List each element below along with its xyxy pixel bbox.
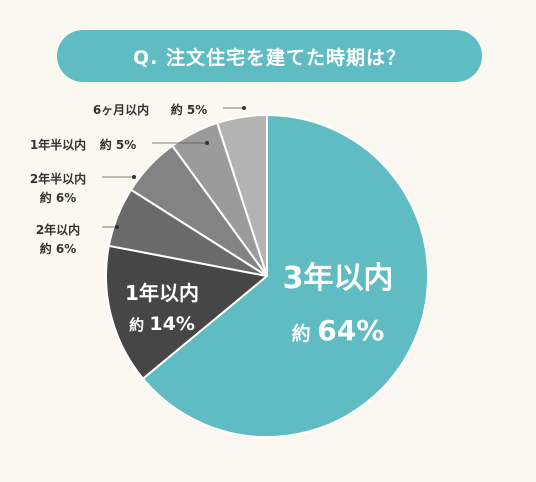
slice-value-label: 約 14% xyxy=(129,313,195,335)
leader-dot xyxy=(115,225,119,229)
chart-title: Q. 注文住宅を建てた時期は？ xyxy=(57,30,482,82)
chart-title-text: Q. 注文住宅を建てた時期は？ xyxy=(133,46,406,69)
slice-label: 6ヶ月以内 xyxy=(93,102,149,117)
pie-slice xyxy=(104,244,268,380)
slice-label: 1年以内 xyxy=(125,281,199,305)
slice-label: 2年半以内 xyxy=(30,171,86,186)
slice-value-label: 約 6% xyxy=(40,190,77,205)
leader-dot xyxy=(205,141,209,145)
slice-label: 3年以内 xyxy=(283,261,394,296)
slice-value-label: 約 6% xyxy=(40,241,77,256)
pie-slice xyxy=(216,114,268,277)
slice-label: 2年以内 xyxy=(36,222,80,237)
leader-dot xyxy=(242,106,246,110)
slice-value-label: 約 5% xyxy=(100,137,137,152)
leader-dot xyxy=(132,175,136,179)
slice-value-label: 約 5% xyxy=(171,102,208,117)
slice-label: 1年半以内 xyxy=(30,137,86,152)
slice-value-label: 約 64% xyxy=(292,314,385,347)
pie-slice xyxy=(141,114,429,438)
